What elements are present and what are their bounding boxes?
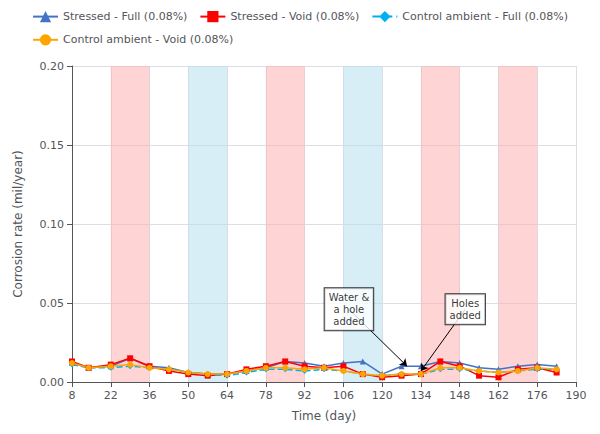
svg-text:190: 190 [566, 389, 587, 402]
svg-text:0.15: 0.15 [40, 139, 65, 152]
svg-text:92: 92 [298, 389, 312, 402]
svg-text:0.10: 0.10 [40, 218, 65, 231]
svg-text:162: 162 [488, 389, 509, 402]
svg-text:36: 36 [143, 389, 157, 402]
svg-text:176: 176 [527, 389, 548, 402]
svg-text:Time (day): Time (day) [291, 409, 357, 423]
svg-text:Stressed - Full (0.08%): Stressed - Full (0.08%) [63, 10, 187, 23]
svg-text:0.20: 0.20 [40, 60, 65, 73]
svg-text:Stressed - Void (0.08%): Stressed - Void (0.08%) [230, 10, 359, 23]
svg-text:0.05: 0.05 [40, 297, 65, 310]
svg-text:0.00: 0.00 [40, 376, 65, 389]
svg-text:Holes: Holes [451, 298, 479, 309]
svg-text:120: 120 [372, 389, 393, 402]
svg-text:106: 106 [333, 389, 354, 402]
svg-text:Control ambient - Void (0.08%): Control ambient - Void (0.08%) [63, 33, 233, 46]
svg-text:64: 64 [220, 389, 234, 402]
svg-text:added: added [450, 310, 481, 321]
svg-text:8: 8 [69, 389, 76, 402]
svg-text:added: added [333, 316, 364, 327]
svg-text:Corrosion rate (mil/year): Corrosion rate (mil/year) [11, 150, 25, 298]
svg-text:134: 134 [410, 389, 431, 402]
svg-text:50: 50 [181, 389, 195, 402]
svg-text:a hole: a hole [334, 304, 365, 315]
svg-text:Water &: Water & [329, 292, 370, 303]
svg-text:78: 78 [259, 389, 273, 402]
svg-text:Control ambient - Full (0.08%): Control ambient - Full (0.08%) [402, 10, 568, 23]
svg-text:22: 22 [104, 389, 118, 402]
svg-text:148: 148 [449, 389, 470, 402]
